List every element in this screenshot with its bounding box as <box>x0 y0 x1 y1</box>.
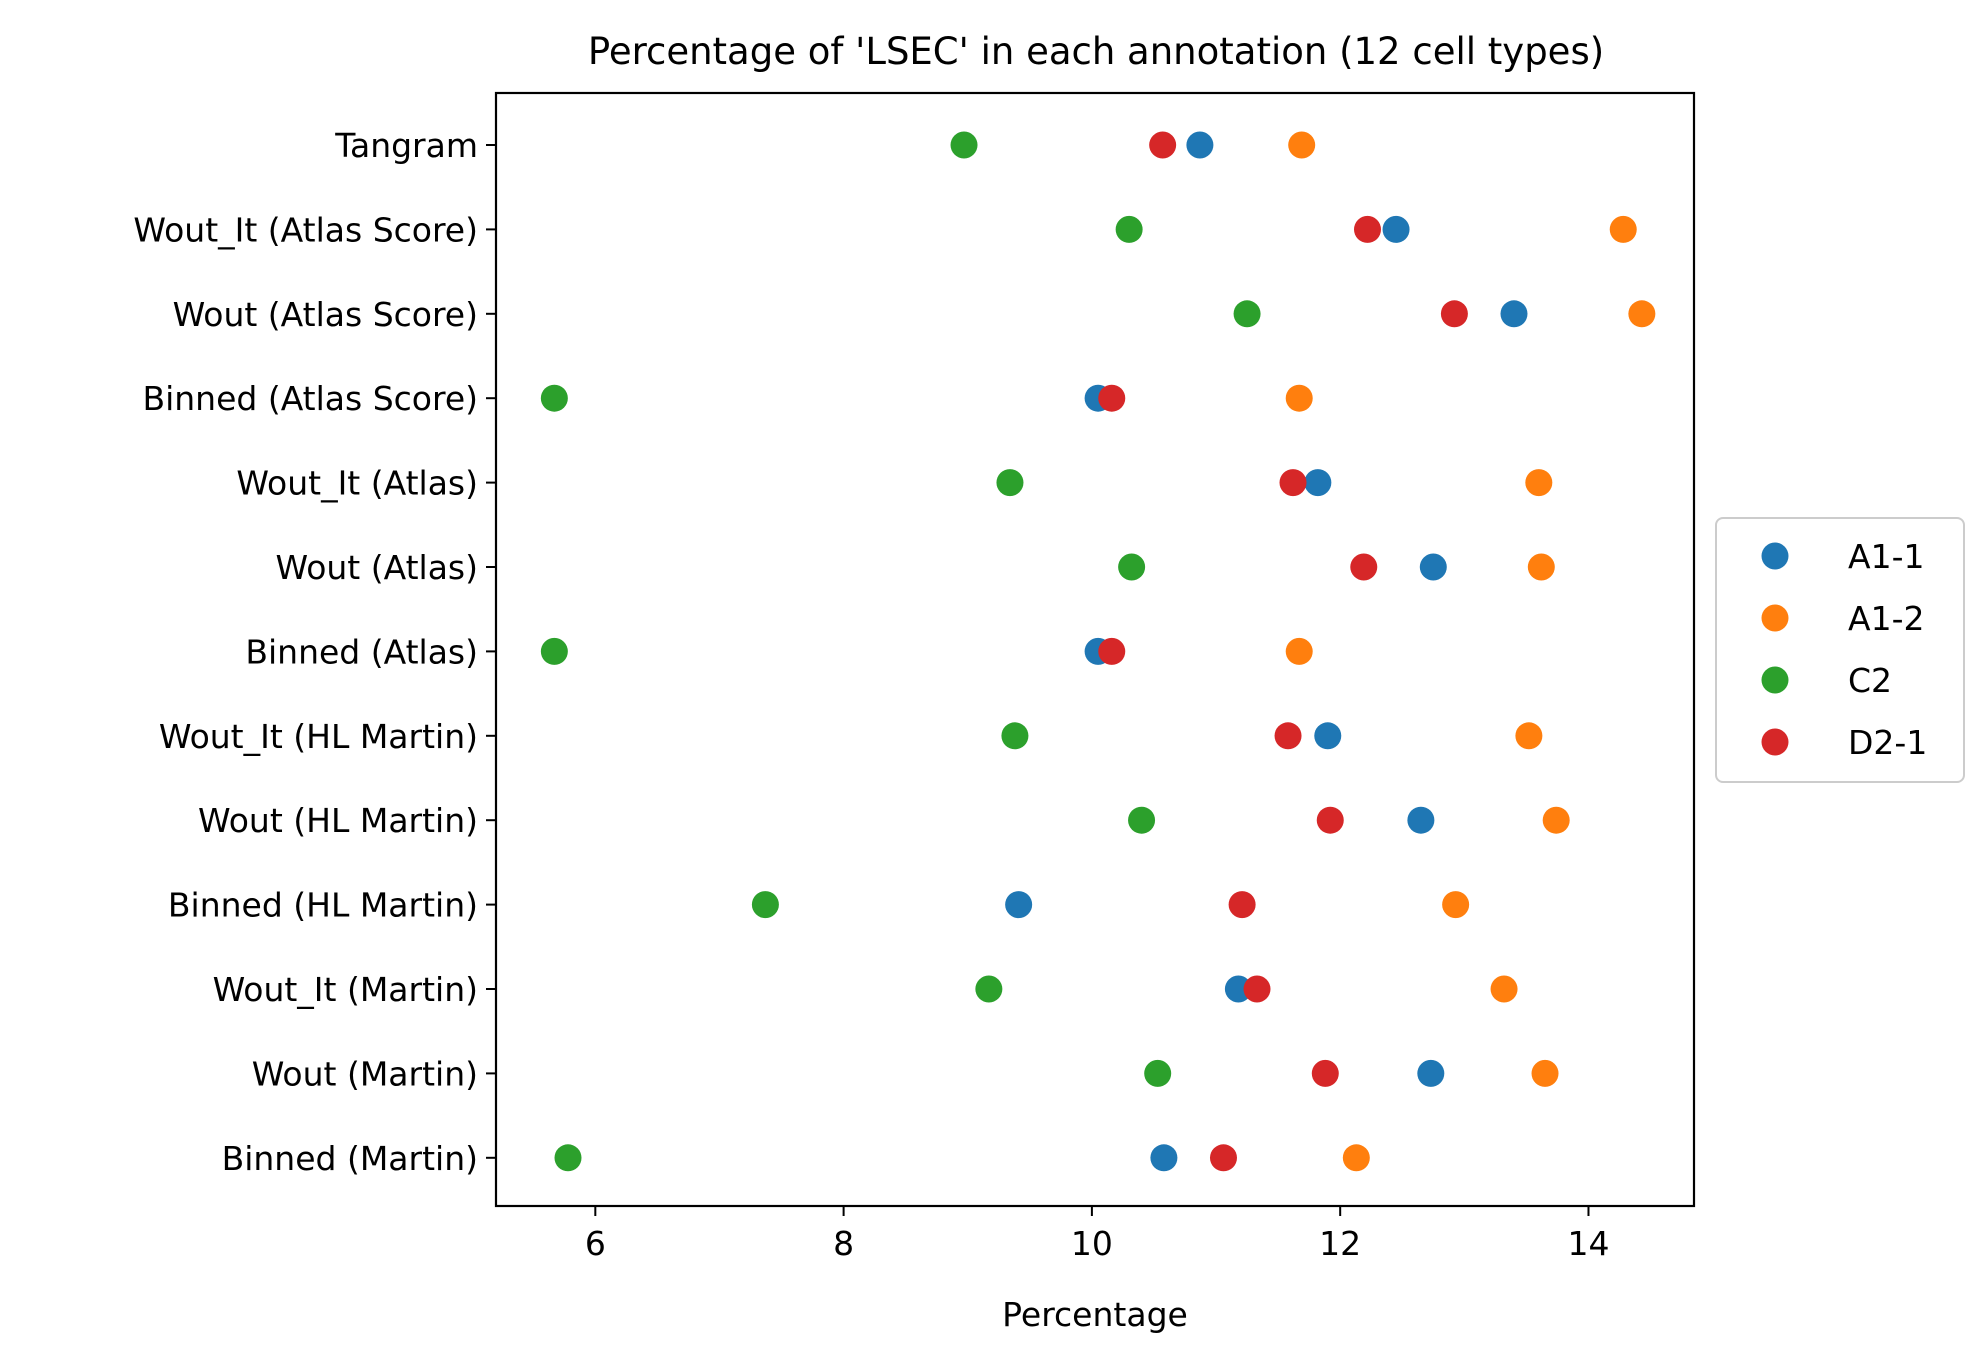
data-point <box>1274 722 1302 750</box>
legend-label: A1-1 <box>1848 537 1924 576</box>
data-point <box>1440 300 1468 328</box>
data-point <box>1285 637 1313 665</box>
data-point <box>975 975 1003 1003</box>
plot-frame <box>494 91 1696 1208</box>
y-tick-label: Wout_It (Atlas Score) <box>133 210 478 249</box>
data-point <box>1515 722 1543 750</box>
data-point <box>1285 384 1313 412</box>
legend-marker <box>1761 666 1789 694</box>
data-point <box>1419 553 1447 581</box>
data-point <box>1209 1144 1237 1172</box>
legend-marker <box>1761 728 1789 756</box>
data-point <box>540 637 568 665</box>
legend-label: D2-1 <box>1848 723 1927 762</box>
x-tick-label: 6 <box>585 1224 606 1263</box>
y-tick-label: Tangram <box>334 126 478 165</box>
data-point <box>1098 637 1126 665</box>
data-point <box>1150 1144 1178 1172</box>
data-point <box>1311 1059 1339 1087</box>
data-point <box>1144 1059 1172 1087</box>
data-point <box>1382 215 1410 243</box>
data-point <box>1531 1059 1559 1087</box>
series-A1-2 <box>1285 131 1656 1172</box>
data-point <box>1417 1059 1445 1087</box>
series-A1-1 <box>1005 131 1528 1172</box>
y-axis: Tangram Wout_It (Atlas Score) Wout (Atlas … <box>133 126 496 1178</box>
data-point <box>1279 469 1307 497</box>
x-tick-label: 8 <box>833 1224 854 1263</box>
x-tick-label: 10 <box>1071 1224 1113 1263</box>
data-point <box>1224 975 1252 1003</box>
y-tick-label: Wout (Martin) <box>252 1054 478 1093</box>
data-point <box>1500 300 1528 328</box>
legend-marker <box>1761 542 1789 570</box>
data-point <box>1609 215 1637 243</box>
data-point <box>1314 722 1342 750</box>
data-point <box>1228 891 1256 919</box>
data-point <box>1525 469 1553 497</box>
data-point <box>1001 722 1029 750</box>
y-tick-label: Binned (Atlas) <box>245 632 478 671</box>
data-point <box>1304 469 1332 497</box>
data-point <box>996 469 1024 497</box>
x-tick-label: 14 <box>1567 1224 1609 1263</box>
legend-label: C2 <box>1848 661 1892 700</box>
series-D2-1 <box>1098 131 1468 1172</box>
data-point <box>1527 553 1555 581</box>
data-point <box>1542 806 1570 834</box>
data-point <box>1115 215 1143 243</box>
x-axis-label: Percentage <box>1002 1295 1188 1334</box>
data-point <box>1490 975 1518 1003</box>
series-C2 <box>540 131 1261 1172</box>
legend-frame <box>1715 517 1965 783</box>
data-point <box>751 891 779 919</box>
data-point <box>1628 300 1656 328</box>
legend-label: A1-2 <box>1848 599 1924 638</box>
data-point <box>1098 384 1126 412</box>
data-point <box>554 1144 582 1172</box>
y-tick-label: Wout (HL Martin) <box>198 801 478 840</box>
y-tick-label: Wout_It (Martin) <box>213 970 478 1009</box>
data-point <box>1342 1144 1370 1172</box>
y-tick-label: Binned (HL Martin) <box>168 886 478 925</box>
data-point <box>540 384 568 412</box>
data-point <box>1233 300 1261 328</box>
legend-marker <box>1761 604 1789 632</box>
x-axis: 6 8 10 12 14 <box>585 1206 1609 1263</box>
y-tick-label: Wout (Atlas) <box>276 548 479 587</box>
data-point <box>1350 553 1378 581</box>
data-point <box>1243 975 1271 1003</box>
legend: A1-1 A1-2 C2 D2-1 <box>1715 517 1965 783</box>
y-tick-label: Wout (Atlas Score) <box>173 295 478 334</box>
data-point <box>1442 891 1470 919</box>
data-point <box>1186 131 1214 159</box>
data-point <box>1288 131 1316 159</box>
data-point <box>950 131 978 159</box>
data-point <box>1316 806 1344 834</box>
data-point <box>1149 131 1177 159</box>
data-point <box>1128 806 1156 834</box>
data-point <box>1353 215 1381 243</box>
y-tick-label: Wout_It (HL Martin) <box>159 717 478 756</box>
y-tick-label: Wout_It (Atlas) <box>236 464 478 503</box>
data-point <box>1005 891 1033 919</box>
data-point <box>1407 806 1435 834</box>
y-tick-label: Binned (Martin) <box>222 1139 478 1178</box>
data-points <box>540 131 1656 1172</box>
chart-title: Percentage of 'LSEC' in each annotation … <box>588 30 1604 73</box>
data-point <box>1118 553 1146 581</box>
x-tick-label: 12 <box>1319 1224 1361 1263</box>
y-tick-label: Binned (Atlas Score) <box>142 379 478 418</box>
